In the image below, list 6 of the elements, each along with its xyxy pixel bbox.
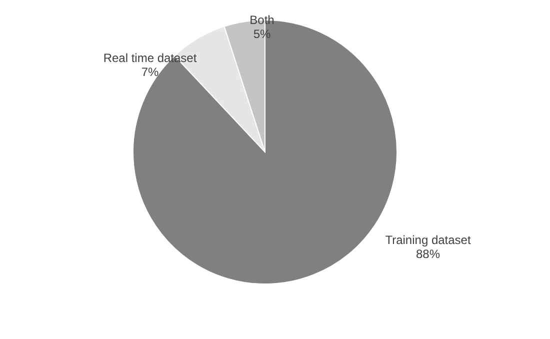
slice-label: Training dataset — [385, 233, 472, 247]
data-label: 5% — [253, 27, 271, 41]
slice-label: Both — [250, 13, 274, 27]
data-label: 88% — [416, 247, 440, 261]
data-label: 7% — [141, 65, 159, 79]
slice-label: Real time dataset — [103, 51, 198, 65]
